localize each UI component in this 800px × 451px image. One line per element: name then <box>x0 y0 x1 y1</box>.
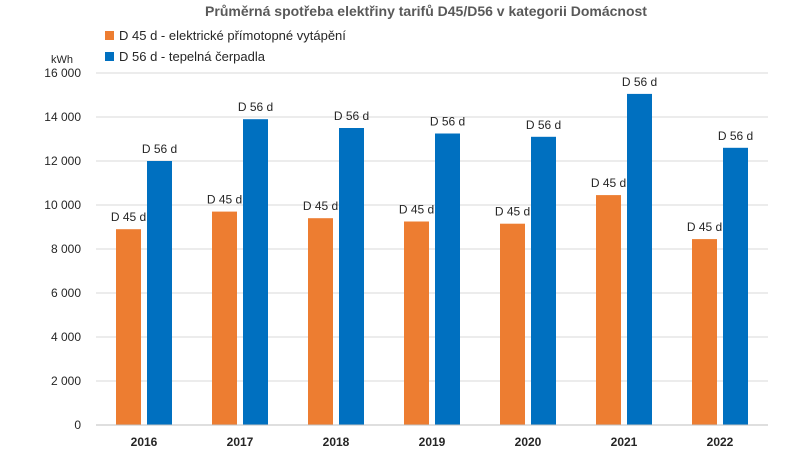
data-label: D 45 d <box>495 205 530 219</box>
data-label: D 45 d <box>111 210 146 224</box>
bar-2017-d45 <box>212 211 237 425</box>
bar-2019-d45 <box>404 221 429 425</box>
bar-2020-d45 <box>500 223 525 425</box>
data-label: D 56 d <box>334 109 369 123</box>
x-tick-label: 2022 <box>707 435 734 449</box>
data-label: D 56 d <box>430 115 465 129</box>
y-tick-label: 4 000 <box>51 330 81 344</box>
data-label: D 45 d <box>399 203 434 217</box>
x-tick-label: 2017 <box>227 435 254 449</box>
x-tick-label: 2016 <box>131 435 158 449</box>
data-label: D 45 d <box>207 193 242 207</box>
legend-label-d45: D 45 d - elektrické přímotopné vytápění <box>119 28 346 43</box>
y-tick-label: 12 000 <box>44 154 81 168</box>
y-axis-unit: kWh <box>51 54 73 66</box>
bar-2016-d56 <box>147 161 172 425</box>
bar-2021-d56 <box>627 93 652 426</box>
x-tick-label: 2021 <box>611 435 638 449</box>
y-tick-label: 16 000 <box>44 66 81 80</box>
data-label: D 45 d <box>303 199 338 213</box>
y-tick-label: 0 <box>74 418 81 432</box>
bars <box>116 93 748 426</box>
bar-2017-d56 <box>243 119 268 425</box>
bar-2016-d45 <box>116 229 141 425</box>
bar-2022-d45 <box>692 239 717 425</box>
data-labels: D 45 d D 56 d D 45 d D 56 d D 45 d D 56 d D 45… <box>111 75 753 234</box>
legend-swatch-d45 <box>105 31 114 40</box>
data-label: D 56 d <box>142 142 177 156</box>
gridlines <box>96 72 768 382</box>
legend: D 45 d - elektrické přímotopné vytápění … <box>105 28 346 64</box>
legend-label-d56: D 56 d - tepelná čerpadla <box>119 49 266 64</box>
legend-swatch-d56 <box>105 52 114 61</box>
bar-2022-d56 <box>723 147 748 426</box>
data-label: D 56 d <box>238 100 273 114</box>
data-label: D 56 d <box>622 75 657 89</box>
x-tick-label: 2019 <box>419 435 446 449</box>
data-label: D 45 d <box>591 176 626 190</box>
y-tick-label: 6 000 <box>51 286 81 300</box>
chart-title: Průměrná spotřeba elektřiny tarifů D45/D… <box>205 3 647 19</box>
y-tick-label: 2 000 <box>51 374 81 388</box>
bar-2021-d45 <box>596 195 621 425</box>
y-axis-ticks: 0 2 000 4 000 6 000 8 000 10 000 12 000 14 000 1… <box>44 66 81 432</box>
data-label: D 56 d <box>718 129 753 143</box>
bar-2018-d56 <box>339 128 364 425</box>
y-tick-label: 10 000 <box>44 198 81 212</box>
data-label: D 56 d <box>526 118 561 132</box>
x-tick-label: 2018 <box>323 435 350 449</box>
x-tick-label: 2020 <box>515 435 542 449</box>
x-axis-ticks: 2016 2017 2018 2019 2020 2021 2022 <box>131 435 734 449</box>
y-tick-label: 8 000 <box>51 242 81 256</box>
bar-2019-d56 <box>435 133 460 425</box>
data-label: D 45 d <box>687 220 722 234</box>
bar-2018-d45 <box>308 218 333 425</box>
bar-2020-d56 <box>531 136 556 426</box>
y-tick-label: 14 000 <box>44 110 81 124</box>
